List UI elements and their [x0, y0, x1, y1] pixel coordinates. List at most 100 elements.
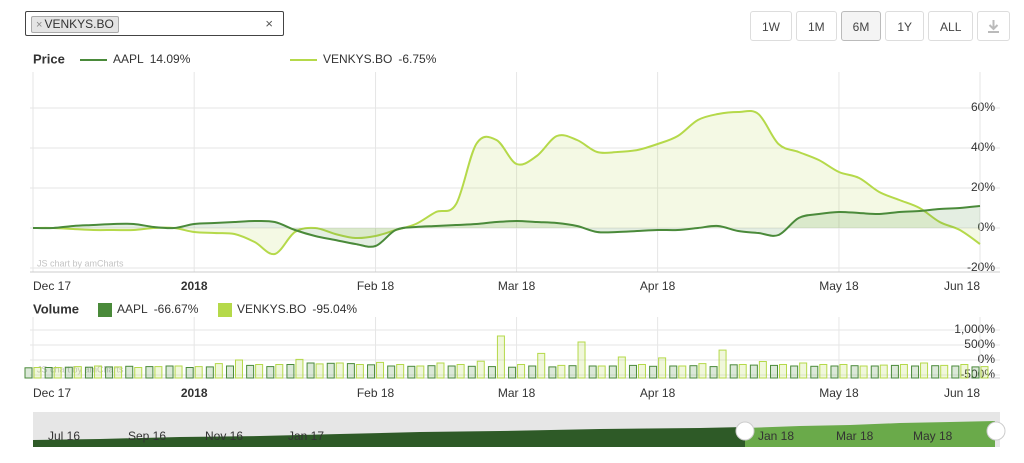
x-tick-label: Feb 18	[357, 386, 395, 400]
volume-bar	[185, 367, 194, 379]
volume-bar	[718, 349, 727, 379]
volume-bar	[508, 366, 517, 379]
volume-bar	[839, 364, 848, 379]
volume-bar	[951, 365, 960, 379]
volume-bar	[315, 363, 324, 379]
volume-bar	[487, 366, 496, 379]
volume-bar	[275, 364, 284, 379]
volume-bar	[165, 365, 174, 379]
watermark: JS chart by amCharts	[37, 258, 124, 268]
navigator-handle[interactable]	[986, 421, 1006, 441]
symbol-tag: × VENKYS.BO	[31, 16, 119, 33]
volume-bar	[548, 366, 557, 379]
legend-title: Volume	[33, 301, 79, 316]
volume-bar	[920, 362, 929, 379]
series-line	[32, 205, 981, 248]
y-tick-label: 20%	[971, 180, 995, 194]
volume-bar	[234, 359, 243, 379]
legend-value: -66.67%	[154, 302, 199, 316]
volume-bar	[879, 364, 888, 379]
volume-bar	[174, 365, 183, 379]
y-tick-label: -500%	[960, 367, 995, 381]
volume-bar	[326, 362, 335, 379]
volume-bar	[980, 366, 989, 379]
volume-bar	[295, 358, 304, 379]
x-tick-label: 2018	[181, 386, 208, 400]
series-area	[33, 110, 980, 255]
volume-bar	[134, 367, 143, 379]
legend-swatch	[218, 303, 232, 317]
volume-bar	[456, 364, 465, 379]
volume-bar	[447, 365, 456, 379]
volume-bar	[738, 364, 747, 379]
symbol-input[interactable]: × VENKYS.BO ×	[25, 11, 284, 36]
volume-bar	[628, 364, 637, 379]
legend-value: 14.09%	[150, 52, 191, 66]
watermark: JS chart by amCharts	[37, 364, 124, 374]
volume-bar	[416, 365, 425, 379]
volume-bar	[355, 364, 364, 379]
volume-bar	[387, 365, 396, 379]
volume-bar	[476, 360, 485, 379]
volume-bar	[154, 366, 163, 379]
volume-bar	[407, 365, 416, 379]
volume-bar	[709, 366, 718, 379]
x-tick-label: Feb 18	[357, 279, 395, 293]
y-tick-label: 500%	[964, 337, 995, 351]
download-button[interactable]	[977, 11, 1011, 41]
volume-bar	[64, 366, 73, 379]
y-tick-label: 0%	[978, 220, 996, 234]
volume-bar	[819, 364, 828, 379]
x-tick-label: Apr 18	[640, 279, 676, 293]
navigator-area	[33, 427, 745, 447]
period-button[interactable]: 1M	[796, 11, 837, 41]
clear-button[interactable]: ×	[265, 16, 273, 31]
volume-bar	[205, 366, 214, 379]
period-button[interactable]: 1W	[750, 11, 792, 41]
volume-bar	[577, 341, 586, 379]
navigator-label: Mar 18	[836, 429, 874, 443]
volume-bar	[588, 365, 597, 379]
legend-label: VENKYS.BO	[323, 52, 392, 66]
volume-bar	[658, 357, 667, 379]
volume-bar	[24, 367, 33, 379]
volume-bar	[608, 365, 617, 379]
volume-bar	[105, 366, 114, 379]
volume-bar	[93, 365, 102, 379]
volume-bar	[960, 364, 969, 379]
legend-title: Price	[33, 51, 65, 66]
volume-bar	[689, 365, 698, 379]
period-button[interactable]: 1Y	[885, 11, 925, 41]
volume-bar	[899, 364, 908, 379]
y-tick-label: 1,000%	[954, 322, 995, 336]
x-tick-label: Jun 18	[944, 386, 980, 400]
navigator-handle[interactable]	[735, 421, 755, 441]
period-button[interactable]: 6M	[840, 11, 882, 41]
volume-bar	[306, 362, 315, 379]
tag-label: VENKYS.BO	[44, 17, 114, 31]
volume-bar	[396, 364, 405, 379]
volume-bar	[911, 365, 920, 379]
volume-bar	[758, 361, 767, 379]
y-tick-label: 40%	[971, 140, 995, 154]
navigator-label: Sep 16	[128, 429, 166, 443]
volume-bar	[225, 365, 234, 379]
navigator-bg	[33, 412, 1000, 447]
x-tick-label: Dec 17	[33, 279, 71, 293]
volume-bar	[557, 364, 566, 379]
period-button[interactable]: ALL	[928, 11, 974, 41]
legend-label: AAPL	[113, 52, 144, 66]
volume-bar	[528, 365, 537, 379]
navigator-label: Jan 17	[288, 429, 324, 443]
volume-bar	[537, 352, 546, 379]
volume-bar	[33, 367, 42, 379]
volume-bar	[568, 365, 577, 379]
tag-remove[interactable]: ×	[36, 19, 43, 31]
volume-bar	[749, 364, 758, 379]
volume-bar	[376, 361, 385, 379]
y-tick-label: 60%	[971, 100, 995, 114]
volume-bar	[729, 364, 738, 379]
volume-bar	[637, 364, 646, 379]
period-buttons: 1W 1M 6M 1Y ALL	[750, 11, 1011, 41]
